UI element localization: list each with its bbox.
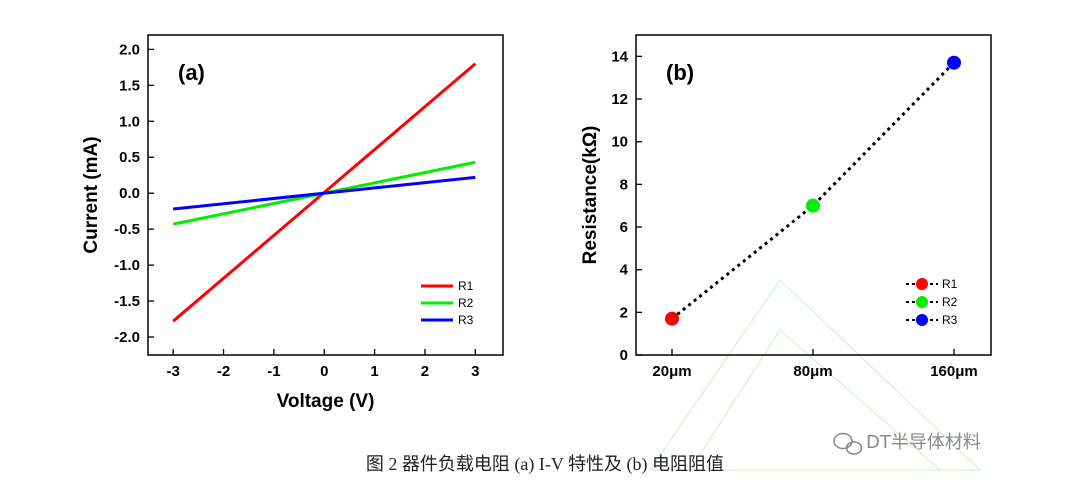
y-axis-title-a: Current (mA) [81, 136, 102, 253]
watermark: DT半导体材料 [833, 432, 981, 455]
y-tick-label-b: 4 [620, 262, 629, 279]
x-tick-label-a: 3 [471, 363, 479, 380]
x-tick-label-a: -3 [167, 363, 180, 380]
background-stamp [649, 279, 982, 471]
y-tick-label-a: -2.0 [114, 329, 140, 346]
trend-line-dotted [671, 61, 956, 320]
x-tick-label-a: -1 [267, 363, 280, 380]
y-tick-label-a: 0.0 [119, 185, 140, 202]
data-point-r2 [806, 198, 820, 213]
legend-label-r2: R2 [458, 296, 474, 310]
x-tick-label-a: 0 [320, 363, 328, 380]
y-tick-label-a: -1.5 [114, 293, 140, 310]
panel-a: -3 -2 -1 0 1 2 3 -2.0 -1.5 -1.0 -0.5 0.0 0.5 1.0 1.5 2.… [81, 34, 504, 412]
legend-marker-r1 [916, 278, 928, 290]
y-tick-label-a: 1.5 [119, 77, 140, 94]
x-tick-label-a: -2 [217, 363, 230, 380]
y-tick-label-a: -0.5 [114, 221, 140, 238]
x-tick-label-b: 80μm [793, 363, 832, 380]
x-tick-label-b: 20μm [652, 363, 691, 380]
panel-b: 20μm 80μm 160μm 0 2 4 6 8 10 12 14 Resistance(kΩ) (b… [580, 34, 992, 380]
y-tick-label-a: 2.0 [119, 41, 140, 58]
legend-label-r1: R1 [458, 279, 474, 293]
legend-label-r3: R3 [942, 313, 958, 327]
y-tick-label-b: 0 [620, 347, 628, 364]
y-tick-label-b: 6 [620, 219, 628, 236]
plot-frame-a [147, 34, 504, 356]
panel-label-a: (a) [178, 60, 205, 85]
x-tick-label-b: 160μm [930, 363, 978, 380]
y-tick-label-a: 1.0 [119, 113, 140, 130]
wechat-icon [833, 432, 863, 455]
y-tick-label-a: 0.5 [119, 149, 140, 166]
series-line-r3 [173, 175, 476, 211]
y-tick-label-a: -1.0 [114, 257, 140, 274]
legend-marker-r2 [916, 296, 928, 308]
x-tick-label-a: 1 [370, 363, 378, 380]
y-tick-label-b: 8 [620, 176, 628, 193]
x-axis-title-a: Voltage (V) [277, 391, 375, 412]
legend-label-r3: R3 [458, 313, 474, 327]
x-tick-label-a: 2 [421, 363, 429, 380]
y-tick-label-b: 10 [611, 134, 628, 151]
y-tick-label-b: 14 [611, 48, 628, 65]
legend-marker-r3 [916, 314, 928, 326]
panel-label-b: (b) [666, 60, 694, 85]
figure-caption: 图 2 器件负载电阻 (a) I-V 特性及 (b) 电阻阻值 [366, 454, 724, 475]
legend-label-r2: R2 [942, 295, 958, 309]
y-tick-label-b: 12 [611, 91, 628, 108]
watermark-text: DT半导体材料 [866, 432, 981, 453]
y-axis-title-b: Resistance(kΩ) [580, 126, 601, 265]
data-point-r3 [947, 55, 961, 70]
legend-label-r1: R1 [942, 277, 958, 291]
data-point-r1 [665, 311, 679, 326]
y-tick-label-b: 2 [620, 304, 628, 321]
